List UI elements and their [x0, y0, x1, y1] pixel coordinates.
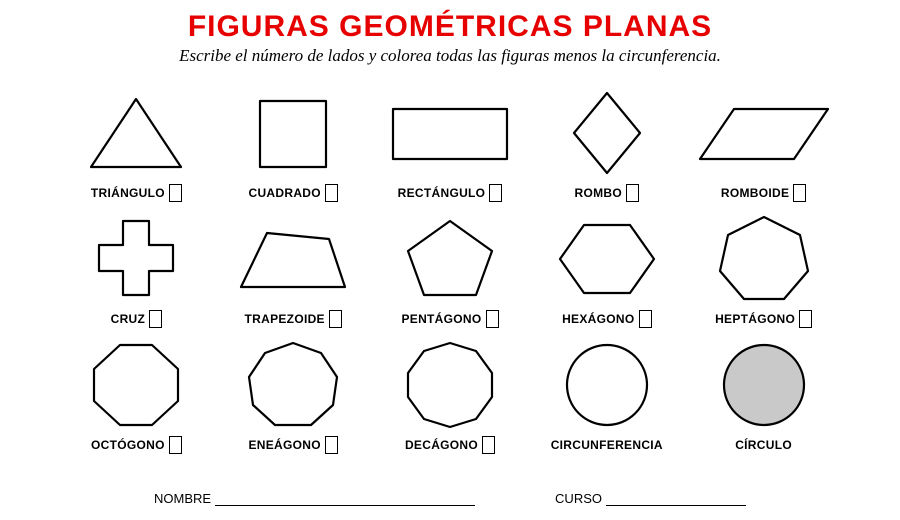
shape-cell-hexagono: HEXÁGONO: [530, 210, 683, 330]
cuadrado-shape: [217, 84, 370, 182]
name-field: NOMBRE: [154, 491, 475, 506]
cuadrado-label: CUADRADO: [248, 186, 320, 200]
cuadrado-answer-box[interactable]: [325, 184, 338, 202]
pentagono-answer-box[interactable]: [486, 310, 499, 328]
rombo-label: ROMBO: [575, 186, 623, 200]
heptagono-shape: [687, 210, 840, 308]
rectangulo-shape: [374, 84, 527, 182]
octogono-label-row: OCTÓGONO: [91, 434, 182, 456]
shape-cell-eneagono: ENEÁGONO: [217, 336, 370, 456]
trapezoide-label: TRAPEZOIDE: [245, 312, 325, 326]
triangulo-answer-box[interactable]: [169, 184, 182, 202]
circulo-shape: [687, 336, 840, 434]
hexagono-label-row: HEXÁGONO: [562, 308, 651, 330]
pentagono-label: PENTÁGONO: [401, 312, 481, 326]
shape-cell-trapezoide: TRAPEZOIDE: [217, 210, 370, 330]
shape-cell-romboide: ROMBOIDE: [687, 84, 840, 204]
trapezoide-label-row: TRAPEZOIDE: [245, 308, 342, 330]
triangulo-label: TRIÁNGULO: [91, 186, 165, 200]
shape-cell-circunferencia: CIRCUNFERENCIA: [530, 336, 683, 456]
shapes-grid: TRIÁNGULO CUADRADO RECTÁNGULO ROMBO ROMBOIDE…: [60, 84, 840, 456]
eneagono-label-row: ENEÁGONO: [248, 434, 337, 456]
rectangulo-label: RECTÁNGULO: [398, 186, 486, 200]
course-line[interactable]: [606, 492, 746, 506]
trapezoide-shape: [217, 210, 370, 308]
heptagono-label-row: HEPTÁGONO: [715, 308, 812, 330]
name-line[interactable]: [215, 492, 475, 506]
circulo-label-row: CÍRCULO: [735, 434, 792, 456]
circulo-label: CÍRCULO: [735, 438, 792, 452]
heptagono-label: HEPTÁGONO: [715, 312, 795, 326]
octogono-label: OCTÓGONO: [91, 438, 165, 452]
romboide-label-row: ROMBOIDE: [721, 182, 806, 204]
decagono-answer-box[interactable]: [482, 436, 495, 454]
rombo-answer-box[interactable]: [626, 184, 639, 202]
cruz-shape: [60, 210, 213, 308]
rombo-label-row: ROMBO: [575, 182, 640, 204]
rombo-shape: [530, 84, 683, 182]
hexagono-answer-box[interactable]: [639, 310, 652, 328]
circunferencia-label-row: CIRCUNFERENCIA: [551, 434, 663, 456]
shape-cell-rombo: ROMBO: [530, 84, 683, 204]
course-field: CURSO: [555, 491, 746, 506]
shape-cell-cruz: CRUZ: [60, 210, 213, 330]
shape-cell-decagono: DECÁGONO: [374, 336, 527, 456]
hexagono-label: HEXÁGONO: [562, 312, 634, 326]
heptagono-answer-box[interactable]: [799, 310, 812, 328]
rectangulo-answer-box[interactable]: [489, 184, 502, 202]
rectangulo-label-row: RECTÁNGULO: [398, 182, 503, 204]
eneagono-shape: [217, 336, 370, 434]
pentagono-label-row: PENTÁGONO: [401, 308, 498, 330]
hexagono-shape: [530, 210, 683, 308]
shape-cell-octogono: OCTÓGONO: [60, 336, 213, 456]
pentagono-shape: [374, 210, 527, 308]
decagono-label: DECÁGONO: [405, 438, 478, 452]
eneagono-label: ENEÁGONO: [248, 438, 320, 452]
shape-cell-heptagono: HEPTÁGONO: [687, 210, 840, 330]
triangulo-label-row: TRIÁNGULO: [91, 182, 182, 204]
cruz-label: CRUZ: [111, 312, 146, 326]
shape-cell-pentagono: PENTÁGONO: [374, 210, 527, 330]
cuadrado-label-row: CUADRADO: [248, 182, 337, 204]
decagono-label-row: DECÁGONO: [405, 434, 495, 456]
triangulo-shape: [60, 84, 213, 182]
page-title: FIGURAS GEOMÉTRICAS PLANAS: [0, 0, 900, 44]
trapezoide-answer-box[interactable]: [329, 310, 342, 328]
romboide-shape: [687, 84, 840, 182]
shape-cell-triangulo: TRIÁNGULO: [60, 84, 213, 204]
shape-cell-cuadrado: CUADRADO: [217, 84, 370, 204]
romboide-answer-box[interactable]: [793, 184, 806, 202]
romboide-label: ROMBOIDE: [721, 186, 789, 200]
circunferencia-label: CIRCUNFERENCIA: [551, 438, 663, 452]
footer: NOMBRE CURSO: [0, 491, 900, 506]
cruz-label-row: CRUZ: [111, 308, 163, 330]
octogono-answer-box[interactable]: [169, 436, 182, 454]
circunferencia-shape: [530, 336, 683, 434]
name-label: NOMBRE: [154, 491, 211, 506]
decagono-shape: [374, 336, 527, 434]
cruz-answer-box[interactable]: [149, 310, 162, 328]
shape-cell-rectangulo: RECTÁNGULO: [374, 84, 527, 204]
instructions: Escribe el número de lados y colorea tod…: [0, 46, 900, 66]
eneagono-answer-box[interactable]: [325, 436, 338, 454]
octogono-shape: [60, 336, 213, 434]
course-label: CURSO: [555, 491, 602, 506]
shape-cell-circulo: CÍRCULO: [687, 336, 840, 456]
